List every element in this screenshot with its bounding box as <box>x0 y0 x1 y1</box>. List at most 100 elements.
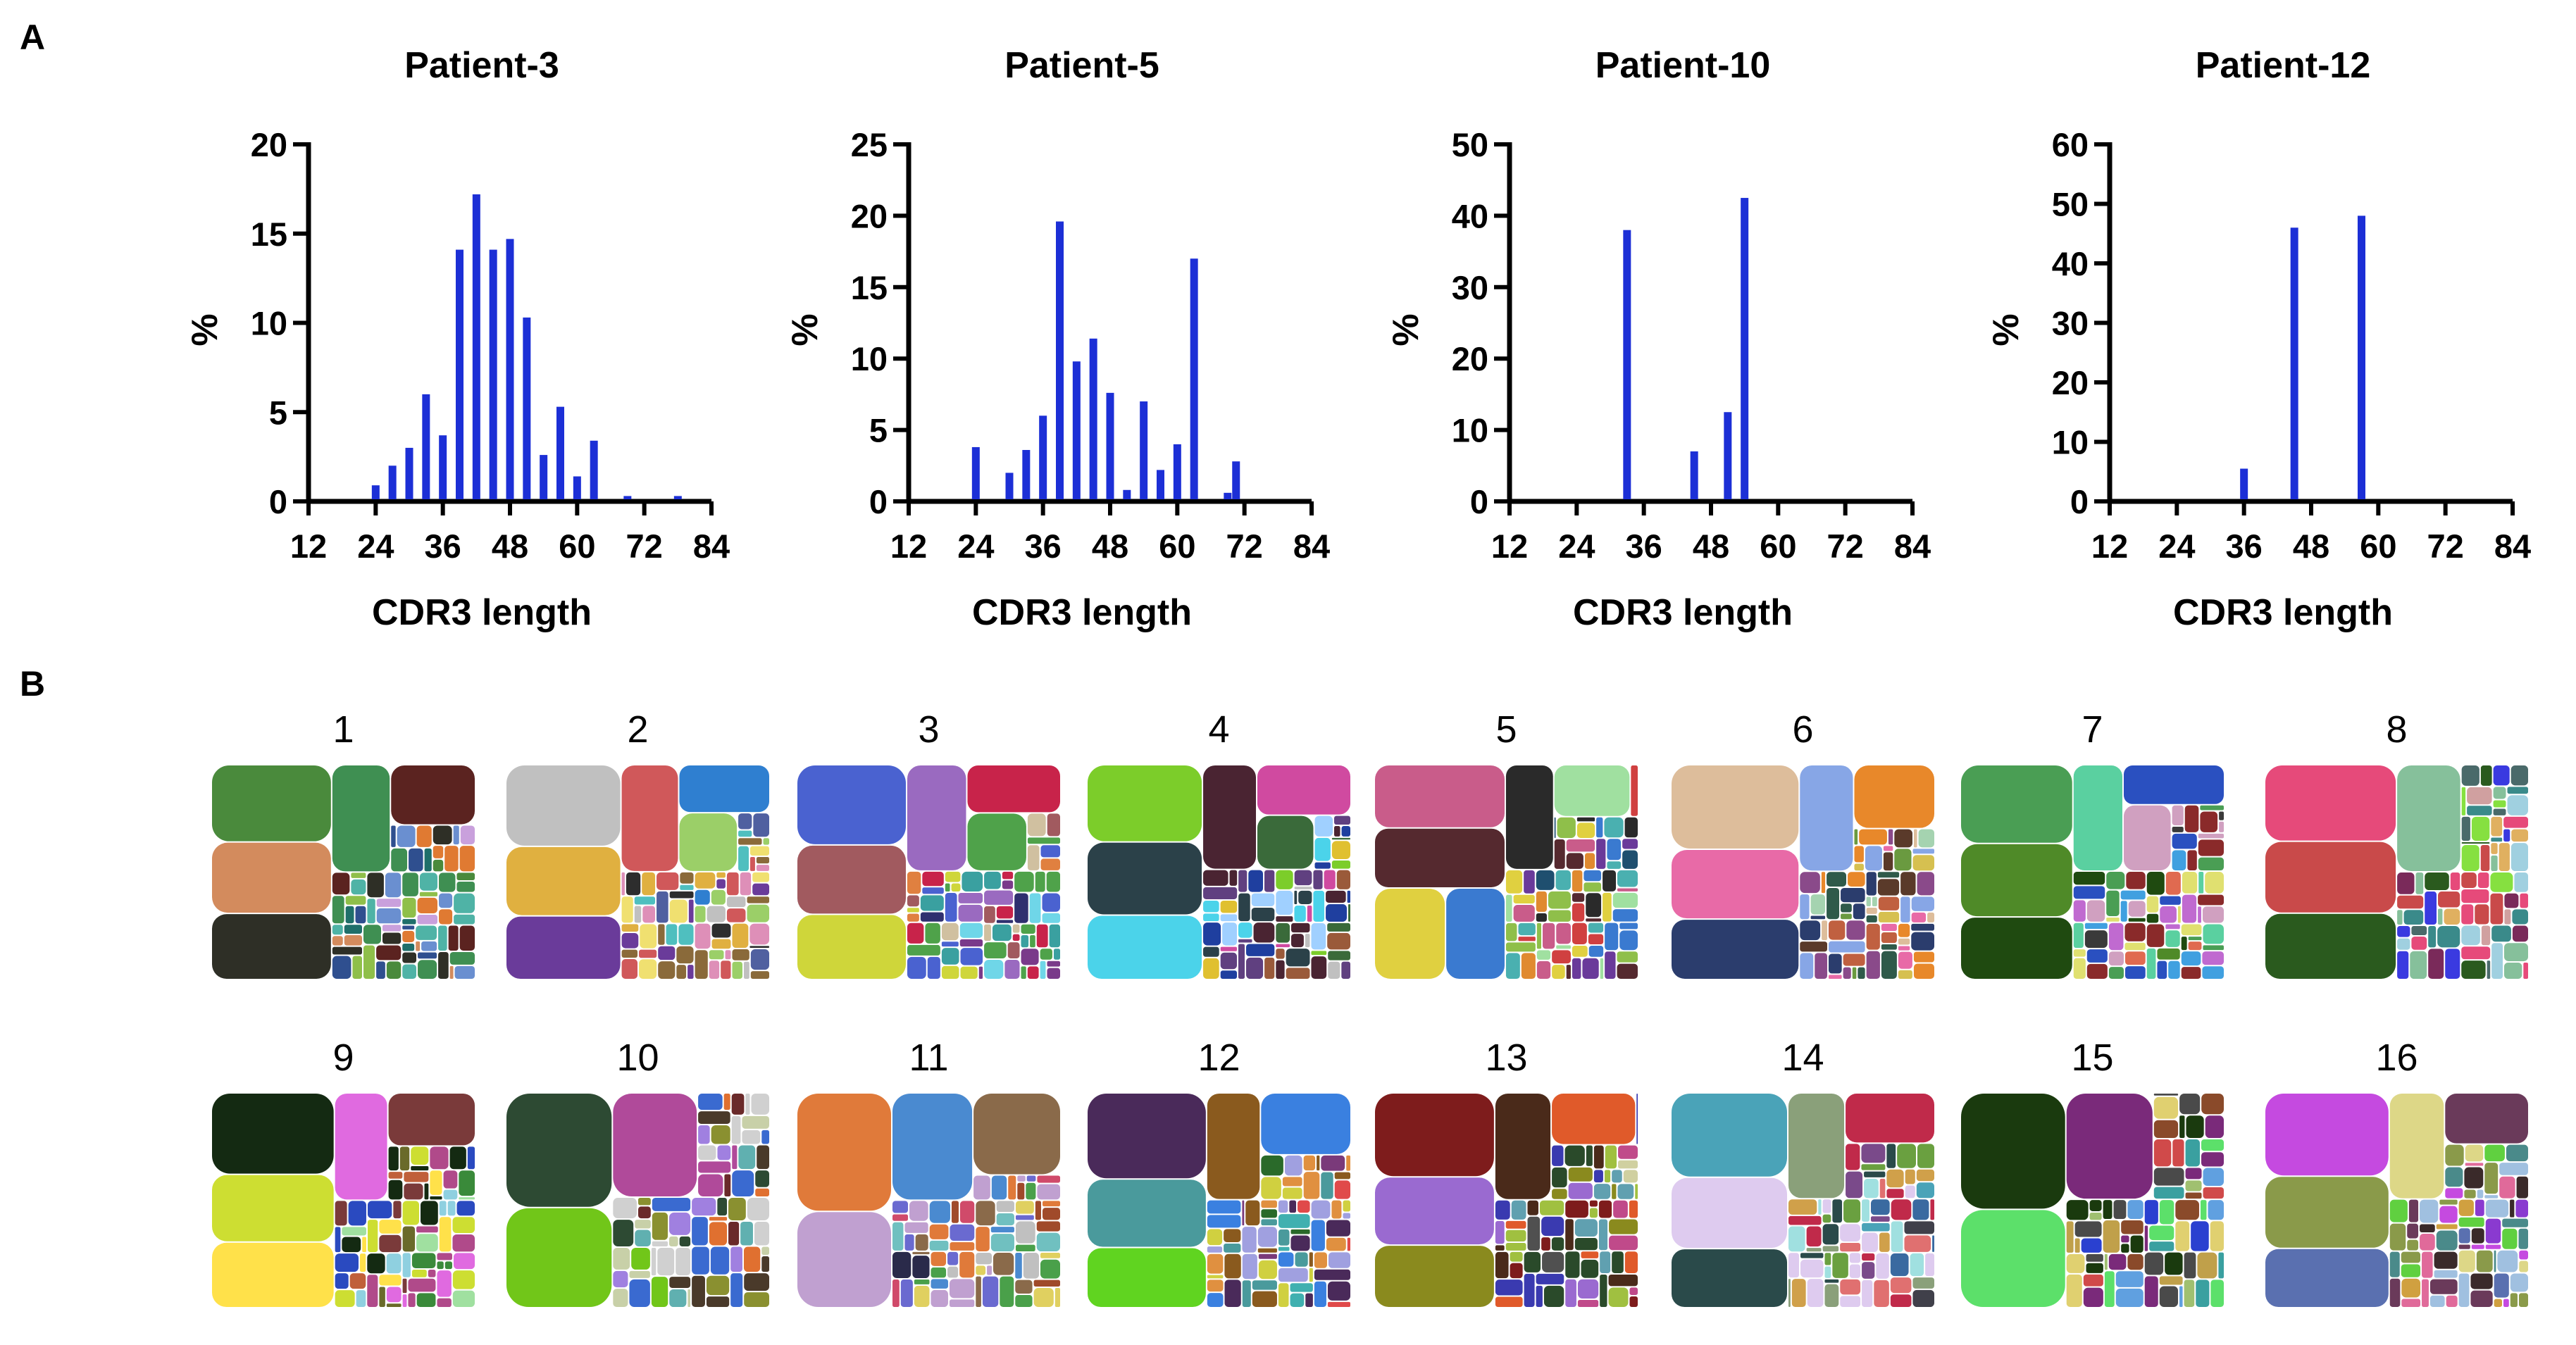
treemap-tile <box>1282 1177 1302 1187</box>
treemap-tile <box>1862 1262 1875 1279</box>
treemap-tile <box>698 1125 710 1144</box>
treemap-tile <box>2420 1224 2435 1232</box>
treemap-tile <box>991 1175 1007 1200</box>
bar <box>1224 492 1232 499</box>
treemap-tile <box>1331 841 1350 860</box>
treemap-tile <box>1334 826 1340 837</box>
treemap-tile <box>1598 1219 1608 1251</box>
y-tick-label: 0 <box>869 483 888 520</box>
treemap-tile <box>1203 901 1219 913</box>
treemap-tile <box>411 1165 429 1171</box>
treemap-tile <box>2200 811 2218 832</box>
treemap-tile <box>2073 886 2105 899</box>
treemap-tile <box>1564 1145 1585 1166</box>
treemap-tile <box>744 1292 769 1307</box>
treemap-tile <box>1822 1214 1831 1223</box>
treemap-tile <box>2146 948 2156 979</box>
treemap-tile <box>2403 910 2424 925</box>
treemap-tile <box>730 1246 742 1272</box>
treemap-tile <box>669 899 687 923</box>
treemap-tile <box>379 1220 402 1234</box>
treemap-tile <box>1840 1296 1861 1307</box>
treemap-tile <box>1278 1229 1290 1246</box>
chart-title: Patient-5 <box>1004 45 1159 86</box>
treemap-tile <box>439 1201 447 1216</box>
treemap-tile <box>1203 765 1257 869</box>
bar <box>1106 392 1114 499</box>
treemap-tile <box>710 1246 730 1275</box>
treemap-tile <box>907 922 924 944</box>
treemap-tile <box>2428 949 2444 979</box>
treemap-7: 7 <box>1961 708 2224 979</box>
treemap-tile <box>1876 1253 1889 1279</box>
treemap-tile <box>716 879 726 889</box>
treemap-tile <box>1596 839 1606 869</box>
treemap-tile <box>639 949 657 958</box>
treemap-tile <box>2464 1189 2476 1199</box>
treemap-tile <box>2108 967 2124 979</box>
treemap-13: 13 <box>1375 1037 1638 1307</box>
treemap-tile <box>2172 833 2197 849</box>
treemap-tile <box>2123 805 2171 871</box>
treemap-tile <box>1505 870 1523 894</box>
treemap-tile <box>416 1226 438 1233</box>
treemap-tile <box>1866 907 1877 914</box>
treemap-tile <box>2149 1241 2174 1251</box>
treemap-tile <box>1913 829 1917 848</box>
treemap-tile <box>1047 968 1060 979</box>
treemap-tile <box>1927 912 1934 922</box>
treemap-tile <box>2494 1299 2503 1307</box>
treemap-tile <box>738 813 752 830</box>
treemap-tile <box>2172 826 2184 832</box>
treemap-tile <box>1911 923 1934 931</box>
treemap-tile <box>332 872 350 895</box>
treemap-tile <box>631 1247 650 1270</box>
treemap-tile <box>1505 942 1536 952</box>
treemap-tile <box>1042 893 1060 912</box>
treemap-tile <box>1612 1170 1622 1183</box>
treemap-tile <box>335 1253 359 1272</box>
bar <box>506 239 514 499</box>
treemap-tile <box>335 1273 349 1289</box>
treemap-tile <box>639 959 657 979</box>
treemap-tile <box>454 965 475 979</box>
x-tick-label: 72 <box>1827 527 1864 565</box>
treemap-tile <box>1004 959 1020 979</box>
treemap-tile <box>711 923 731 938</box>
treemap-tile <box>2507 795 2528 815</box>
treemap-tile <box>388 1146 399 1171</box>
treemap-tile <box>1593 1145 1604 1169</box>
y-tick-label: 15 <box>251 215 287 253</box>
treemap-tile <box>1088 765 1202 842</box>
bar <box>1140 401 1148 499</box>
treemap-tile <box>2458 1199 2474 1216</box>
treemap-tile <box>1910 1253 1924 1277</box>
treemap-tile <box>367 1275 378 1307</box>
treemap-tile <box>797 1094 892 1211</box>
treemap-tile <box>1854 846 1864 863</box>
treemap-tile <box>2397 765 2460 872</box>
treemap-tile <box>430 1170 442 1195</box>
treemap-tile <box>892 1094 973 1200</box>
treemap-tile <box>927 956 940 979</box>
treemap-tile <box>388 1172 403 1179</box>
treemap-tile <box>1327 932 1350 950</box>
treemap-tile <box>1554 817 1556 838</box>
treemap-tile <box>2073 872 2105 885</box>
treemap-tile <box>411 1146 429 1165</box>
treemap-tile <box>2438 908 2443 925</box>
treemap-tile <box>1375 888 1445 979</box>
treemap-tile <box>1253 922 1275 943</box>
treemap-tile <box>449 951 475 965</box>
treemap-tile <box>212 842 331 913</box>
treemap-tile <box>1824 1284 1839 1307</box>
treemap-tile <box>2439 1206 2458 1223</box>
treemap-tile <box>1898 946 1910 951</box>
treemap-tile <box>386 961 402 979</box>
treemap-tile <box>1238 944 1245 979</box>
treemap-tile <box>2461 925 2480 946</box>
treemap-tile <box>1242 1253 1257 1280</box>
treemap-tile <box>958 904 983 922</box>
bar <box>1724 412 1732 499</box>
treemap-tile <box>1088 1180 1206 1247</box>
